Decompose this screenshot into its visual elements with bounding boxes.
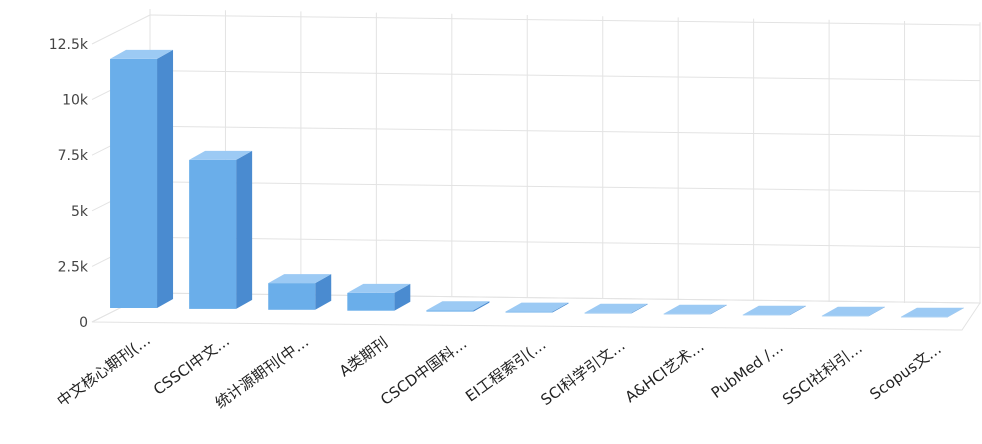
y-tick-label: 0 (79, 315, 88, 331)
y-tick-label: 7.5k (58, 148, 89, 164)
y-tick-label: 12.5k (49, 37, 89, 53)
bar[interactable] (347, 283, 411, 311)
y-tick-label: 2.5k (58, 259, 89, 275)
gridline-y (149, 236, 981, 248)
bar-side (947, 307, 964, 317)
gridline-y (149, 14, 981, 26)
gridline-y-side (91, 14, 151, 45)
bar-front (742, 314, 790, 316)
y-tick-label: 5k (71, 204, 89, 220)
bar-front (268, 283, 316, 310)
x-tick-label: 中文核心期刊(… (54, 331, 154, 411)
bar-front (505, 311, 553, 313)
bar-side (631, 303, 648, 314)
bar-top (426, 301, 490, 311)
bar-front (584, 312, 632, 314)
x-tick-label: A类期刊 (336, 333, 391, 380)
bar[interactable] (189, 150, 253, 309)
bar[interactable] (742, 305, 806, 316)
bar-side (868, 306, 885, 317)
bar[interactable] (268, 274, 332, 310)
bar-top (347, 283, 411, 293)
y-tick-label: 10k (62, 93, 89, 109)
gridline-y (149, 70, 981, 82)
bar-side (157, 49, 174, 309)
x-tick-label: A&HCI艺术… (622, 337, 708, 406)
bar-top (900, 307, 964, 317)
bar-front (189, 159, 237, 309)
bar-top (742, 305, 806, 315)
bars (110, 49, 964, 318)
x-tick-label: EI工程索引(… (462, 335, 549, 405)
bar-side (236, 150, 253, 309)
bar[interactable] (505, 302, 569, 313)
x-tick-label: Scopus文… (866, 340, 944, 404)
x-tick-label: CSSCI中文… (150, 332, 233, 399)
x-tick-label: PubMed /… (708, 338, 787, 402)
bar[interactable] (663, 304, 727, 315)
y-axis-ticks: 0 2.5k 5k 7.5k 10k 12.5k (49, 37, 89, 331)
bar-top (268, 274, 332, 284)
bar-front (347, 292, 395, 311)
x-tick-label: SCI科学引文… (537, 336, 628, 409)
x-tick-label: CSCD中国科… (377, 334, 470, 409)
bar-front (900, 316, 948, 318)
bar-side (552, 302, 569, 313)
bar[interactable] (110, 49, 174, 309)
gridline-y (149, 125, 981, 137)
bar-front (663, 313, 711, 315)
bar-side (789, 305, 806, 316)
bar[interactable] (900, 307, 964, 318)
bar-top (821, 306, 885, 316)
gridline-y (149, 181, 981, 193)
bar-side (473, 301, 490, 312)
bar-top (584, 303, 648, 313)
bar-front (821, 315, 869, 317)
bar[interactable] (821, 306, 885, 317)
bar-side (315, 274, 332, 310)
bar-top (110, 49, 174, 59)
bar-top (189, 150, 253, 160)
bar-side (710, 304, 727, 315)
bar-top (663, 304, 727, 314)
bar[interactable] (584, 303, 648, 314)
bar-side (394, 283, 411, 311)
bar-front (110, 58, 158, 308)
x-axis-labels: 中文核心期刊(…CSSCI中文…统计源期刊(中… A类期刊CSCD中国科…EI工程… (54, 331, 945, 413)
bar-top (505, 302, 569, 312)
x-tick-label: SSCI社科引… (779, 339, 866, 409)
bar-front (426, 310, 474, 312)
bar[interactable] (426, 301, 490, 312)
